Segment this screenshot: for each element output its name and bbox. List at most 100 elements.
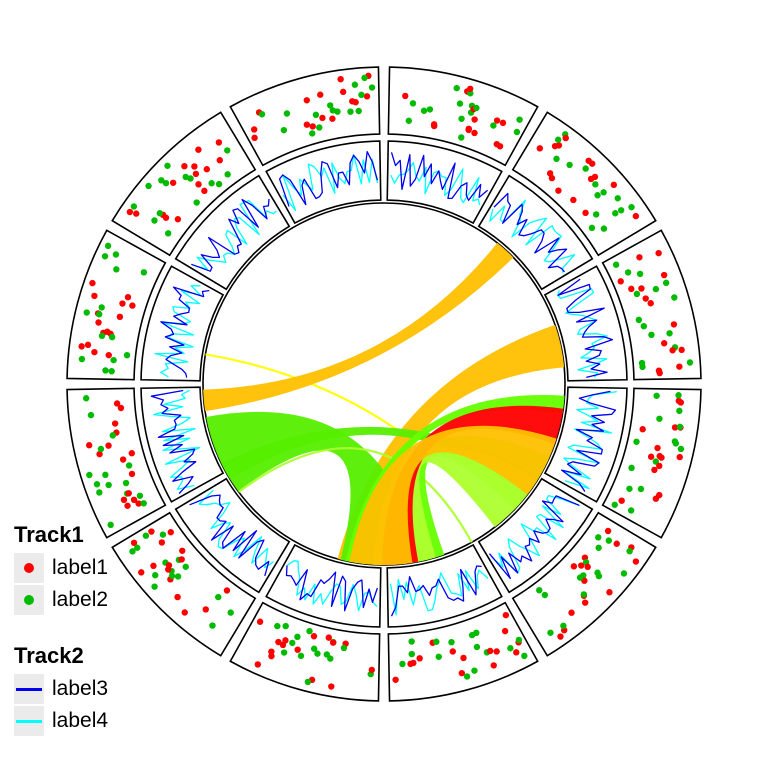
track1-point: [635, 316, 643, 324]
track1-point: [405, 117, 413, 124]
track1-point: [675, 392, 682, 399]
track1-point: [151, 217, 158, 224]
track1-point: [109, 432, 117, 439]
track1-point: [652, 285, 660, 293]
track1-point: [578, 562, 585, 569]
track1-point: [588, 224, 596, 232]
track2-sector-12: [265, 140, 382, 225]
track1-point: [547, 629, 554, 636]
track1-point: [164, 162, 171, 169]
track1-point: [408, 638, 415, 645]
track2-sector-10: [140, 265, 225, 382]
track1-point: [125, 490, 132, 497]
track1-point: [138, 569, 145, 576]
track1-sector-3: [601, 229, 702, 381]
track1-point: [130, 203, 138, 210]
track1-point: [465, 125, 472, 133]
track1-point: [536, 587, 543, 594]
label2-point-swatch: [24, 595, 34, 605]
track2-sector-11: [174, 174, 291, 291]
track1-point: [140, 500, 147, 507]
track1-point: [251, 126, 258, 133]
legend-track1: Track1 label1 label2: [14, 522, 108, 616]
track1-point: [179, 547, 186, 554]
track1-point: [224, 147, 231, 154]
track1-point: [159, 531, 167, 538]
track2-sector-6: [386, 543, 503, 628]
track1-point: [499, 119, 507, 127]
track1-point: [202, 606, 209, 613]
track1-point: [289, 639, 296, 647]
legend-label-label2: label2: [52, 588, 109, 611]
track1-point: [368, 84, 376, 91]
track1-point: [647, 453, 655, 460]
track1-point: [678, 346, 685, 354]
track1-point: [416, 655, 423, 662]
track1-point: [158, 177, 165, 184]
track1-point: [632, 558, 640, 565]
track1-point: [119, 456, 127, 463]
track1-point: [351, 81, 359, 88]
track1-point: [566, 161, 573, 169]
track2-series-label4: [561, 390, 617, 490]
track1-point: [430, 121, 438, 128]
track1-point: [557, 633, 564, 640]
track1-point: [604, 527, 612, 535]
track1-sector-4: [601, 387, 702, 539]
track1-point: [97, 445, 105, 453]
track1-sector-7: [229, 601, 381, 702]
track1-point: [329, 639, 337, 646]
track2-series-label4: [390, 161, 481, 206]
track1-point: [624, 269, 632, 276]
track1-point: [611, 501, 618, 508]
track1-point: [201, 187, 208, 195]
track1-point: [473, 629, 480, 637]
track1-point: [614, 195, 621, 202]
link-6: [238, 447, 473, 543]
track1-point: [576, 574, 584, 581]
track1-point: [594, 192, 601, 199]
track1-point: [169, 179, 177, 186]
track1-point: [605, 537, 613, 544]
track1-point: [96, 489, 103, 496]
track1-point: [227, 609, 234, 616]
track1-point: [123, 351, 131, 359]
track1-point: [116, 313, 124, 321]
track1-point: [676, 423, 684, 431]
track1-point: [316, 124, 323, 131]
legend-entry-label4: label4: [14, 705, 108, 737]
track1-point: [458, 669, 466, 677]
track1-point: [627, 507, 635, 514]
track1-point: [93, 481, 101, 488]
track1-point: [182, 173, 189, 181]
link-11: [349, 425, 557, 565]
track1-point: [303, 97, 310, 104]
track1-point: [516, 116, 523, 123]
track1-point: [654, 444, 661, 452]
track1-point: [595, 544, 602, 551]
track1-point: [560, 622, 567, 630]
track1-point: [275, 638, 282, 646]
track1-point: [279, 641, 287, 649]
track1-point: [633, 290, 641, 298]
track1-point: [297, 652, 305, 660]
track1-point: [83, 309, 90, 316]
track1-sector-2: [511, 111, 657, 257]
track1-point: [142, 532, 150, 539]
track1-point: [656, 415, 663, 422]
track1-point: [473, 104, 480, 112]
track1-point: [493, 648, 500, 655]
track1-point: [656, 369, 663, 377]
track1-point: [215, 139, 223, 146]
track1-point: [98, 332, 106, 340]
legend-key-label2: [14, 585, 44, 615]
track1-point: [633, 438, 640, 445]
track1-point: [98, 304, 105, 311]
track2-series-label3: [390, 565, 482, 617]
track1-point: [676, 453, 683, 461]
track1-point: [78, 343, 85, 350]
track1-point: [128, 450, 135, 457]
track1-point: [670, 321, 678, 328]
track1-point: [130, 496, 138, 504]
